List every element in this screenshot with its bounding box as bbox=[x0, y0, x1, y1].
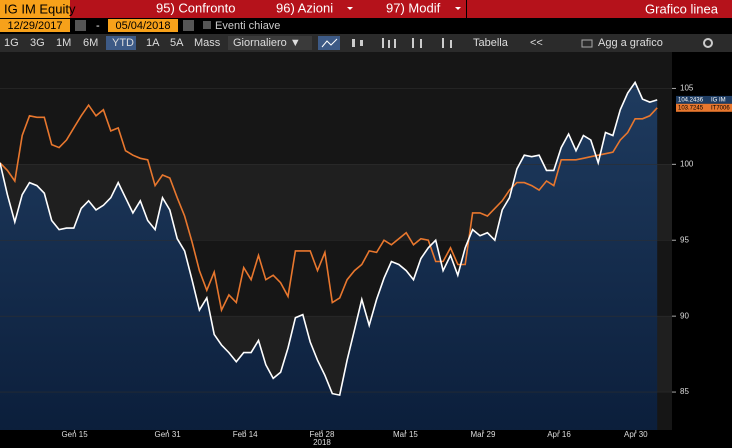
date-box[interactable] bbox=[108, 19, 178, 32]
series-name: IG IM bbox=[711, 97, 726, 103]
frequency[interactable]: Giornaliero ▼ bbox=[233, 37, 301, 49]
x-tick-label: Gen 15 bbox=[61, 430, 88, 439]
dropdown-icon[interactable] bbox=[347, 7, 353, 10]
calendar-icon[interactable] bbox=[183, 20, 194, 31]
x-axis-panel bbox=[0, 430, 672, 448]
separator bbox=[466, 0, 467, 18]
dropdown-icon[interactable] bbox=[455, 7, 461, 10]
x-tick-label: Mar 29 bbox=[471, 430, 496, 439]
calendar-icon[interactable] bbox=[75, 20, 86, 31]
candle-icon[interactable] bbox=[360, 40, 363, 46]
x-tick-label: Gen 31 bbox=[155, 430, 182, 439]
x-tick-label: Apr 16 bbox=[547, 430, 571, 439]
checkbox[interactable] bbox=[203, 21, 211, 29]
date-separator: - bbox=[96, 20, 100, 32]
chart: 85 90 95 100 105 104.2436 IG IM 103.7245 IT7006 G… bbox=[0, 52, 732, 448]
last-value-badge bbox=[676, 103, 732, 112]
candle-icon[interactable] bbox=[352, 39, 355, 47]
x-tick-label: Feb 28 bbox=[310, 430, 335, 439]
start-date[interactable]: 12/29/2017 bbox=[7, 20, 62, 32]
line-icon-glyph bbox=[321, 38, 338, 48]
bar-icon[interactable] bbox=[394, 39, 396, 48]
add-button[interactable]: Agg a grafico bbox=[598, 37, 663, 49]
end-date[interactable]: 05/04/2018 bbox=[115, 20, 170, 32]
series-name: IT7006 bbox=[711, 105, 730, 111]
x-tick-label: Feb 14 bbox=[233, 430, 258, 439]
menu-item[interactable]: 97) Modif bbox=[386, 0, 441, 15]
table-button[interactable]: Tabella bbox=[473, 37, 509, 49]
x-tick-label: Apr 30 bbox=[624, 430, 648, 439]
top-bar bbox=[0, 0, 732, 18]
period-button[interactable]: 1M bbox=[56, 37, 71, 49]
ohlc-icon[interactable] bbox=[412, 38, 414, 48]
y-tick-label: 95 bbox=[680, 235, 689, 244]
hl-icon[interactable] bbox=[442, 38, 444, 48]
last-value: 104.2436 bbox=[678, 97, 704, 103]
series-line bbox=[0, 103, 658, 313]
last-value-badge bbox=[676, 95, 732, 104]
series-line bbox=[0, 80, 658, 397]
period-button[interactable]: YTD bbox=[112, 37, 134, 49]
last-value: 103.7245 bbox=[678, 105, 704, 111]
period-button[interactable]: Mass bbox=[194, 37, 221, 49]
toolbar bbox=[0, 34, 732, 52]
period-active[interactable] bbox=[106, 36, 136, 50]
chart-kind[interactable]: Grafico linea bbox=[645, 1, 719, 16]
nav-button[interactable]: << bbox=[530, 37, 543, 49]
menu-item[interactable]: 96) Azioni bbox=[276, 0, 333, 15]
hl-icon[interactable] bbox=[450, 40, 452, 48]
events-label[interactable]: Eventi chiave bbox=[215, 20, 280, 32]
frequency-box[interactable] bbox=[228, 36, 312, 50]
axis-panel bbox=[672, 52, 732, 448]
bar-icon[interactable] bbox=[388, 40, 390, 48]
ticker-box[interactable] bbox=[0, 0, 70, 18]
bar-icon[interactable] bbox=[382, 38, 384, 48]
period-group: 1G 3G 1M 6M YTD 1A 5A Mass bbox=[4, 36, 221, 50]
period-button[interactable]: 1A bbox=[146, 37, 160, 49]
period-button[interactable]: 3G bbox=[30, 37, 45, 49]
menu-item[interactable]: 95) Confronto bbox=[156, 0, 236, 15]
period-button[interactable]: 1G bbox=[4, 37, 19, 49]
add-icon[interactable] bbox=[581, 39, 593, 48]
ticker[interactable]: IG IM Equity bbox=[4, 1, 76, 16]
x-axis-label: 2018 bbox=[313, 438, 331, 447]
period-button[interactable]: 6M bbox=[83, 37, 98, 49]
x-tick-label: Mar 15 bbox=[393, 430, 418, 439]
settings-icon[interactable] bbox=[703, 38, 713, 48]
ohlc-icon[interactable] bbox=[420, 39, 422, 48]
period-button[interactable]: 5A bbox=[170, 37, 184, 49]
y-tick-label: 90 bbox=[680, 311, 689, 320]
area bbox=[0, 82, 658, 431]
y-tick-label: 85 bbox=[680, 387, 689, 396]
y-tick-label: 100 bbox=[680, 159, 694, 168]
date-box[interactable] bbox=[0, 19, 70, 32]
y-tick-label: 105 bbox=[680, 84, 694, 93]
